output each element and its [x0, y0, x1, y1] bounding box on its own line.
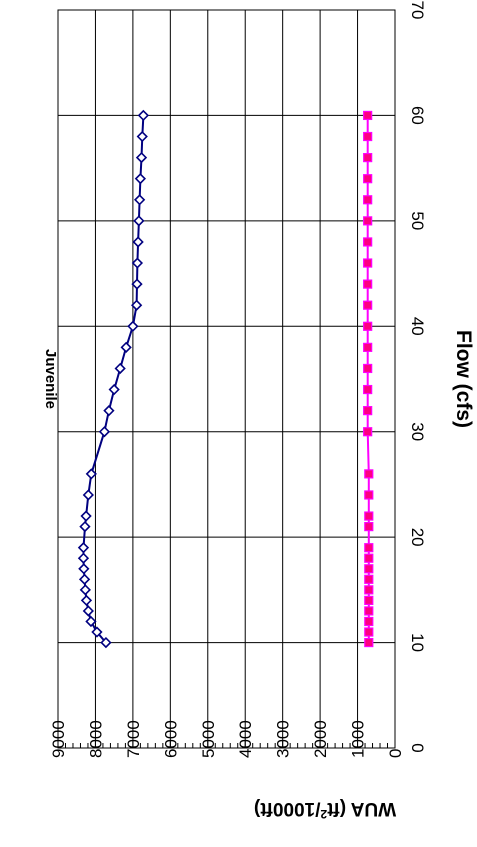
- y-axis-title-sup: 2: [320, 807, 327, 821]
- series-layer: [77, 109, 374, 649]
- series-1-point: [363, 153, 373, 163]
- series-0-point: [85, 468, 97, 480]
- series-0-point: [91, 626, 103, 638]
- series-1-point: [364, 637, 374, 648]
- series-0-point: [100, 636, 112, 649]
- series-0-point: [79, 520, 91, 533]
- series-1-point: [364, 511, 374, 521]
- y-axis-title-prefix: WUA (ft: [326, 798, 396, 819]
- series-0-point: [78, 563, 90, 575]
- series-1-point: [363, 384, 373, 395]
- series-1-point: [363, 427, 373, 437]
- grid-lines: [58, 10, 395, 748]
- series-1-point: [364, 606, 374, 616]
- y-axis-title-suffix: /1000ft): [254, 798, 321, 819]
- x-axis-title: Flow (cfs): [452, 330, 475, 428]
- wua-tick-label-8000: 8000: [86, 720, 105, 758]
- series-0-point: [131, 299, 143, 311]
- series-0-point: [85, 615, 97, 628]
- series-1-point: [363, 406, 373, 416]
- series-1-point: [364, 543, 374, 553]
- flow-tick-label-30: 30: [408, 422, 427, 441]
- series-0-point: [98, 426, 111, 438]
- y-minor-ticks: [57, 740, 396, 748]
- series-1-point: [363, 321, 373, 331]
- series-1-point: [363, 174, 373, 184]
- series-0-point: [137, 109, 150, 122]
- series-0-point: [79, 584, 91, 596]
- flow-tick-label-60: 60: [408, 106, 427, 125]
- series-1-point: [364, 574, 374, 584]
- series-0-point: [131, 257, 144, 269]
- flow-tick-label-10: 10: [408, 633, 427, 652]
- wua-tick-label-7000: 7000: [124, 720, 143, 758]
- series-0-point: [133, 194, 146, 206]
- series-0-point: [136, 130, 148, 143]
- wua-tick-label-5000: 5000: [199, 720, 218, 758]
- series-0-point: [80, 594, 93, 607]
- series-1-point: [364, 627, 374, 637]
- series-1-point: [364, 469, 374, 479]
- series-0-point: [134, 173, 147, 185]
- wua-tick-label-0: 0: [386, 749, 405, 758]
- flow-tick-label-40: 40: [408, 317, 427, 336]
- series-1-point: [363, 300, 373, 310]
- series-0-point: [77, 542, 90, 554]
- series-0-point: [127, 320, 139, 332]
- series-1-point: [363, 363, 373, 374]
- series-0-point: [103, 404, 115, 417]
- series-0-point: [80, 510, 92, 522]
- wua-tick-label-3000: 3000: [274, 720, 293, 758]
- series-0-point: [114, 362, 126, 375]
- series-0-line: [82, 115, 145, 644]
- series-1-point: [363, 237, 373, 247]
- series-0-point: [82, 489, 94, 501]
- series-1-point: [364, 595, 374, 606]
- series-1: [363, 110, 374, 648]
- flow-tick-label-0: 0: [408, 743, 427, 752]
- series-1-point: [364, 585, 374, 595]
- series-0-point: [133, 215, 145, 227]
- series-0-point: [120, 341, 132, 354]
- series-1-point: [363, 216, 373, 226]
- wua-tick-label-4000: 4000: [236, 720, 255, 758]
- chart-title: Juvenile: [42, 349, 59, 409]
- series-0-point: [82, 605, 94, 617]
- wua-tick-label-1000: 1000: [349, 720, 368, 758]
- flow-tick-label-70: 70: [408, 1, 427, 20]
- series-0-point: [135, 151, 148, 164]
- series-1-point: [363, 195, 373, 205]
- series-1-point: [363, 258, 373, 268]
- series-1-point: [364, 490, 374, 500]
- series-1-point: [363, 342, 373, 352]
- wua-tick-label-2000: 2000: [311, 720, 330, 758]
- series-0: [77, 109, 150, 649]
- wua-tick-label-6000: 6000: [161, 720, 180, 758]
- series-0-point: [131, 278, 143, 290]
- y-axis-title: WUA (ft2/1000ft): [254, 798, 396, 821]
- series-1-point: [364, 564, 374, 574]
- series-1-line: [366, 115, 370, 643]
- series-0-point: [78, 573, 91, 585]
- x-tick-labels: 0 10 20 30 40 50 60 70: [408, 1, 427, 753]
- series-1-point: [364, 616, 374, 627]
- wua-tick-label-9000: 9000: [49, 720, 68, 758]
- series-1-point: [363, 131, 373, 142]
- plot-area-border: [57, 9, 396, 749]
- series-0-point: [132, 236, 144, 248]
- series-1-point: [363, 110, 373, 121]
- series-1-point: [363, 279, 373, 289]
- series-0-point: [108, 383, 120, 396]
- y-tick-labels: 0 1000 2000 3000 4000 5000 6000 7000 8000 9000: [49, 720, 405, 758]
- series-1-point: [364, 553, 374, 563]
- series-0-point: [77, 552, 90, 564]
- flow-tick-label-20: 20: [408, 528, 427, 547]
- series-1-point: [364, 521, 374, 532]
- flow-tick-label-50: 50: [408, 211, 427, 230]
